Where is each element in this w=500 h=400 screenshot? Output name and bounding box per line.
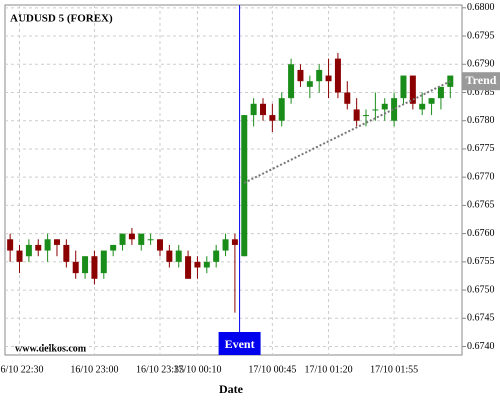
candle-body xyxy=(288,64,295,99)
x-axis-label: Date xyxy=(219,382,244,396)
candle-body xyxy=(316,69,323,82)
y-tick-label: 0.6785 xyxy=(467,87,495,98)
candle-body xyxy=(194,261,201,268)
event-label-box xyxy=(218,332,261,355)
candle-body xyxy=(241,115,248,257)
candle-body xyxy=(100,250,107,274)
candle-body xyxy=(372,109,379,111)
candle-body xyxy=(147,239,154,241)
candle-body xyxy=(175,250,182,262)
x-tick-label: 17/10 00:45 xyxy=(248,364,296,375)
y-tick-label: 0.6795 xyxy=(467,30,495,41)
trend-label-box xyxy=(462,72,500,91)
candle-body xyxy=(400,75,407,99)
trend-label: Trend xyxy=(466,73,497,87)
y-tick-label: 0.6770 xyxy=(467,171,495,182)
candle-body xyxy=(7,239,14,251)
y-tick-label: 0.6800 xyxy=(467,2,495,13)
candle-body xyxy=(250,103,257,116)
candle-body xyxy=(447,75,454,87)
candle-body xyxy=(325,75,332,82)
candle-body xyxy=(363,115,370,117)
candle-body xyxy=(269,115,276,121)
x-tick-label: 16/10 23:00 xyxy=(70,364,118,375)
candle-body xyxy=(138,233,145,245)
y-tick-label: 0.6765 xyxy=(467,200,495,211)
candle-body xyxy=(82,256,89,274)
candle-body xyxy=(381,103,388,110)
candle-body xyxy=(110,244,117,251)
candle-body xyxy=(213,250,220,262)
y-tick-label: 0.6745 xyxy=(467,313,495,324)
candle-body xyxy=(391,98,398,121)
candle-body xyxy=(16,250,23,262)
candle-body xyxy=(25,244,32,257)
candle-body xyxy=(72,261,79,274)
x-tick-label: 17/10 01:55 xyxy=(370,364,418,375)
watermark: www.delkos.com xyxy=(15,343,87,354)
candle-body xyxy=(128,233,135,240)
candle-body xyxy=(231,239,238,245)
candle-body xyxy=(278,98,285,121)
y-tick-label: 0.6790 xyxy=(467,59,495,70)
x-tick-label: 16/10 23:35 xyxy=(136,364,184,375)
candle-body xyxy=(306,81,313,87)
candle-body xyxy=(119,233,126,245)
y-tick-label: 0.6750 xyxy=(467,284,495,295)
candle-body xyxy=(437,86,444,99)
y-tick-label: 0.6755 xyxy=(467,256,495,267)
candle-body xyxy=(353,109,360,121)
candle-body xyxy=(91,256,98,279)
event-label: Event xyxy=(225,337,255,351)
candle-body xyxy=(63,244,70,262)
candle-body xyxy=(344,92,351,104)
candle-body xyxy=(409,75,416,104)
x-tick-label: 16/10 22:30 xyxy=(0,364,44,375)
y-tick-label: 0.6740 xyxy=(467,341,495,352)
x-tick-label: 17/10 01:20 xyxy=(305,364,353,375)
candle-body xyxy=(428,98,435,104)
candle-body xyxy=(203,261,210,268)
candle-body xyxy=(297,69,304,82)
candle-body xyxy=(419,103,426,110)
candle-body xyxy=(260,103,266,116)
y-tick-label: 0.6780 xyxy=(467,115,495,126)
y-tick-label: 0.6775 xyxy=(467,143,495,154)
candle-body xyxy=(166,250,173,262)
candle-body xyxy=(156,239,163,251)
candle-body xyxy=(44,239,51,251)
candle-body xyxy=(222,239,229,251)
candle-body xyxy=(185,256,192,279)
y-tick-label: 0.6760 xyxy=(467,228,495,239)
candle-body xyxy=(35,244,42,251)
candle-body xyxy=(334,58,341,93)
candle-body xyxy=(53,239,60,245)
plot-area xyxy=(4,4,463,356)
chart-title: AUDUSD 5 (FOREX) xyxy=(10,13,113,25)
x-tick-label: 17/10 00:10 xyxy=(173,364,221,375)
